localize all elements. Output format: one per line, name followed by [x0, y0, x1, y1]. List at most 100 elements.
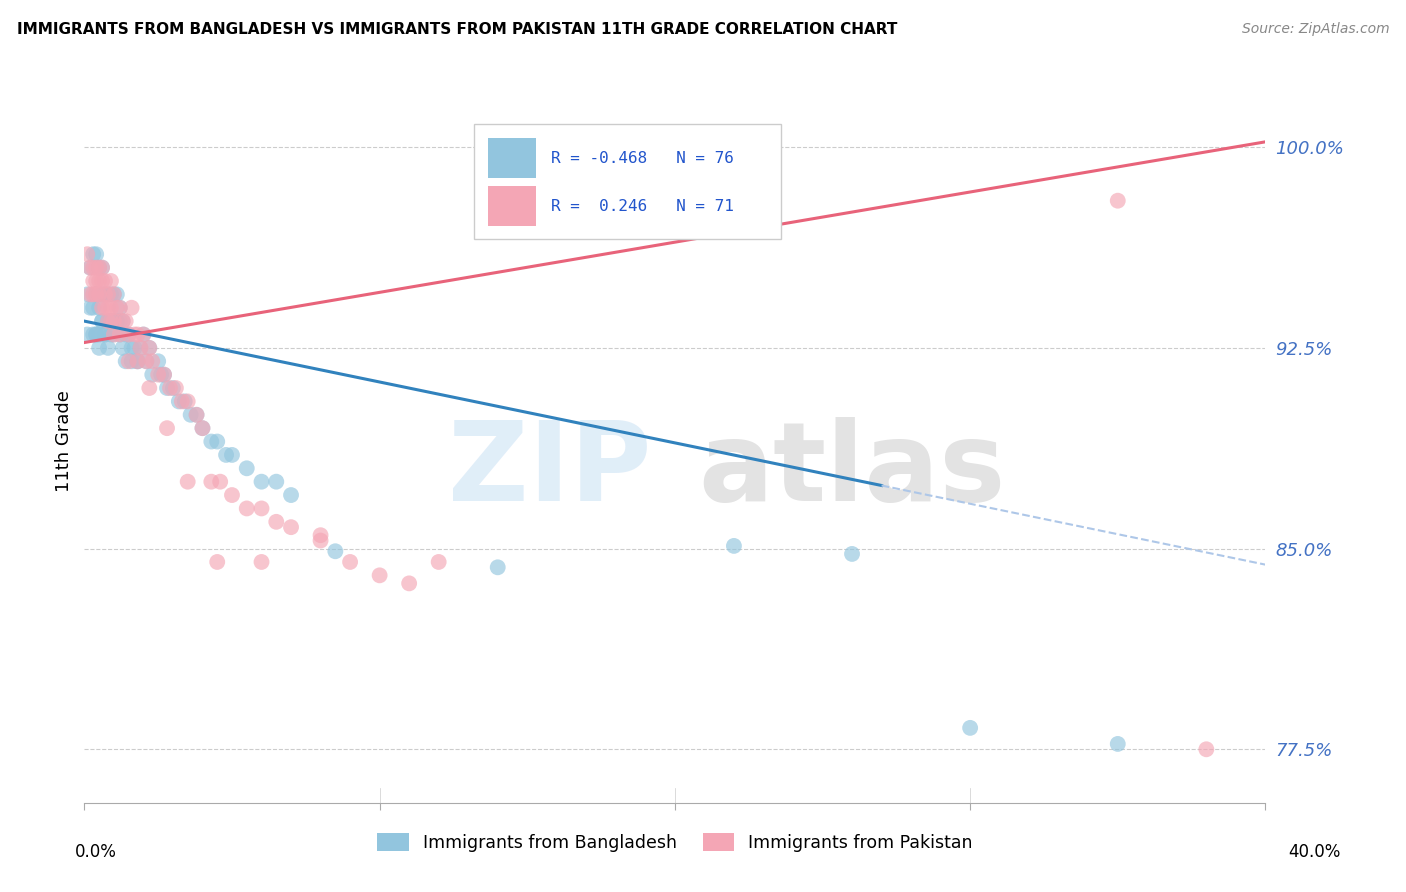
Text: R = -0.468   N = 76: R = -0.468 N = 76: [551, 151, 734, 166]
Point: [87, 274, 111, 288]
Point: [94, 301, 117, 315]
Point: [723, 539, 745, 553]
Point: [87, 327, 111, 342]
Point: [325, 544, 347, 558]
Point: [236, 461, 259, 475]
Point: [114, 327, 136, 342]
Point: [103, 287, 125, 301]
Point: [108, 301, 131, 315]
Point: [141, 368, 163, 382]
Point: [91, 287, 114, 301]
Point: [138, 341, 160, 355]
Point: [186, 408, 208, 422]
Point: [82, 287, 104, 301]
Point: [309, 528, 332, 542]
Point: [841, 547, 863, 561]
Point: [103, 327, 125, 342]
Point: [177, 394, 200, 409]
Point: [959, 721, 981, 735]
Point: [165, 381, 187, 395]
Point: [280, 488, 302, 502]
Point: [156, 421, 179, 435]
Point: [1107, 194, 1129, 208]
Point: [207, 555, 229, 569]
Point: [84, 287, 107, 301]
Y-axis label: 11th Grade: 11th Grade: [55, 391, 73, 492]
Point: [124, 341, 146, 355]
Point: [108, 301, 131, 315]
Point: [132, 327, 155, 342]
Point: [97, 314, 120, 328]
Point: [84, 327, 107, 342]
Point: [156, 381, 179, 395]
Point: [127, 354, 149, 368]
FancyBboxPatch shape: [474, 124, 782, 239]
Point: [200, 475, 222, 489]
Point: [76, 247, 98, 261]
Point: [97, 287, 120, 301]
Point: [79, 260, 101, 275]
Point: [280, 520, 302, 534]
Point: [76, 287, 98, 301]
Point: [127, 327, 149, 342]
Point: [114, 354, 136, 368]
Point: [129, 341, 152, 355]
Point: [94, 327, 117, 342]
Point: [103, 327, 125, 342]
Point: [1107, 737, 1129, 751]
Point: [82, 327, 104, 342]
Point: [103, 314, 125, 328]
Point: [141, 354, 163, 368]
Point: [339, 555, 361, 569]
Point: [138, 341, 160, 355]
Point: [94, 327, 117, 342]
Point: [135, 354, 157, 368]
Point: [250, 555, 273, 569]
Point: [79, 287, 101, 301]
Point: [167, 394, 190, 409]
Text: atlas: atlas: [699, 417, 1005, 524]
Point: [94, 274, 117, 288]
Point: [153, 368, 176, 382]
Point: [103, 287, 125, 301]
Point: [100, 314, 122, 328]
Point: [84, 287, 107, 301]
Point: [266, 475, 288, 489]
Point: [105, 314, 128, 328]
Point: [138, 381, 160, 395]
Point: [105, 287, 128, 301]
Text: 40.0%: 40.0%: [1288, 843, 1341, 861]
Point: [82, 260, 104, 275]
Point: [91, 314, 114, 328]
Point: [84, 274, 107, 288]
Bar: [488, 186, 536, 227]
Point: [100, 327, 122, 342]
Point: [177, 475, 200, 489]
Point: [87, 301, 111, 315]
Point: [87, 260, 111, 275]
Point: [250, 475, 273, 489]
Point: [1195, 742, 1218, 756]
Point: [82, 274, 104, 288]
Point: [111, 341, 134, 355]
Text: IMMIGRANTS FROM BANGLADESH VS IMMIGRANTS FROM PAKISTAN 11TH GRADE CORRELATION CH: IMMIGRANTS FROM BANGLADESH VS IMMIGRANTS…: [17, 22, 897, 37]
Point: [124, 327, 146, 342]
Point: [221, 448, 243, 462]
Point: [97, 341, 120, 355]
Point: [368, 568, 391, 582]
Point: [215, 448, 238, 462]
Point: [87, 260, 111, 275]
Point: [180, 408, 202, 422]
Point: [100, 314, 122, 328]
Point: [129, 341, 152, 355]
Point: [97, 314, 120, 328]
Point: [221, 488, 243, 502]
Point: [135, 354, 157, 368]
Point: [111, 314, 134, 328]
Point: [170, 394, 193, 409]
Point: [118, 327, 141, 342]
Point: [100, 287, 122, 301]
Point: [84, 260, 107, 275]
Point: [148, 368, 170, 382]
Point: [266, 515, 288, 529]
